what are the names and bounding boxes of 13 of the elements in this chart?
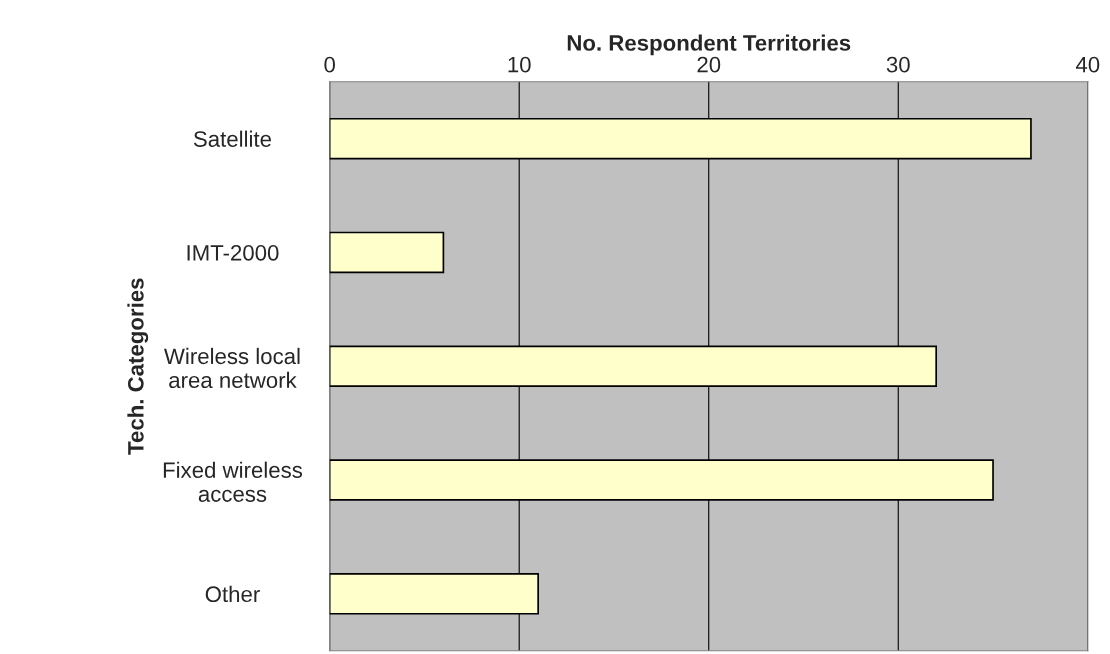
x-axis-title: No. Respondent Territories (567, 34, 851, 56)
y-tick-label: Other (205, 585, 260, 603)
y-tick-label: Satellite (193, 130, 271, 147)
x-tick-label: 30 (886, 56, 910, 73)
y-tick-label: Wireless local area network (164, 347, 300, 389)
y-tick-label: IMT-2000 (187, 244, 279, 261)
x-tick-label: 0 (324, 56, 335, 73)
y-tick-label: Fixed wireless access (163, 461, 303, 502)
x-tick-label: 10 (508, 56, 531, 73)
bar (329, 231, 445, 274)
x-tick-label: 20 (697, 56, 721, 73)
y-axis-title: Tech. Categories (127, 278, 149, 455)
x-tick-label: 40 (1075, 56, 1100, 73)
